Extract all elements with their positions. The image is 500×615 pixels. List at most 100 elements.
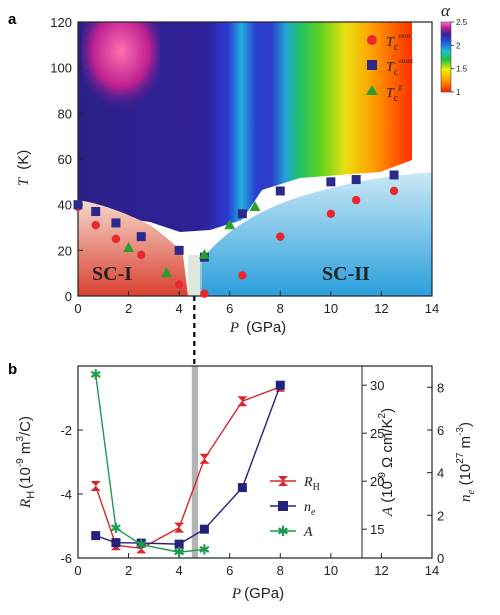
tc-zero-point bbox=[174, 280, 184, 289]
legend-label-a: A bbox=[303, 525, 313, 540]
panel-a-x-axis-title: P (GPa) bbox=[229, 319, 286, 336]
tc-onset-point bbox=[174, 245, 184, 255]
panel-a-plot-area bbox=[78, 22, 432, 296]
panel-b-right-y-axis-title: ne (1027 m-3) bbox=[455, 422, 477, 502]
legend-label-tc-chi: Tcχ bbox=[386, 82, 402, 104]
tc-onset-point bbox=[73, 200, 83, 210]
tc-chi-point bbox=[123, 242, 135, 253]
tc-zero-point bbox=[200, 289, 209, 298]
panel-b-x-ticks: 0 2 4 6 8 10 12 14 bbox=[74, 553, 439, 578]
tc-onset-point bbox=[351, 175, 361, 185]
panel-b-mid-y-ticks: 15 20 25 30 bbox=[362, 378, 384, 537]
tc-onset-point bbox=[237, 209, 247, 219]
a-y-tick-label: 0 bbox=[65, 289, 72, 304]
panel-b-right-y-ticks: 0 2 4 6 8 bbox=[427, 380, 444, 566]
b-x-tick-label: 4 bbox=[176, 563, 183, 578]
sc1-region bbox=[78, 200, 188, 296]
b-mid-y-tick-label: 25 bbox=[370, 426, 384, 441]
tc-zero-point bbox=[276, 232, 285, 241]
alpha-colormap bbox=[78, 22, 412, 232]
a-y-tick-label: 120 bbox=[50, 15, 72, 30]
b-right-y-tick-label: 0 bbox=[437, 551, 444, 566]
ne-point bbox=[237, 483, 247, 493]
a-coefficient-point: ✱ bbox=[173, 544, 185, 560]
b-right-y-tick-label: 6 bbox=[437, 423, 444, 438]
colorbar-tick-label: 2 bbox=[456, 41, 461, 50]
a-x-tick-label: 4 bbox=[176, 301, 183, 316]
tc-zero-point bbox=[389, 186, 399, 196]
b-mid-y-tick-label: 20 bbox=[370, 474, 384, 489]
panel-a-y-axis-title: T (K) bbox=[15, 150, 32, 187]
legend-marker-a: ✱ bbox=[277, 523, 289, 539]
panel-a-x-ticks: 0 2 4 6 8 10 12 14 bbox=[74, 291, 439, 316]
alpha-colormap-pink-region bbox=[82, 22, 160, 120]
legend-marker-rh bbox=[278, 476, 288, 486]
region-label-sc2: SC-II bbox=[322, 263, 370, 285]
a-x-tick-label: 14 bbox=[425, 301, 439, 316]
tc-chi-point bbox=[161, 267, 172, 278]
tc-zero-point bbox=[326, 209, 336, 218]
legend-label-rh: RH bbox=[303, 475, 320, 493]
colorbar bbox=[440, 21, 452, 93]
legend-marker-tc-zero bbox=[367, 35, 377, 45]
series-line-rh bbox=[95, 386, 281, 550]
series-line-ne bbox=[95, 384, 281, 545]
panel-a-y-var: T bbox=[16, 176, 32, 186]
rh-point bbox=[90, 481, 101, 491]
panel-a-y-ticks: 0 20 40 60 80 100 120 bbox=[50, 15, 83, 304]
a-y-tick-label: 80 bbox=[58, 106, 72, 121]
tc-zero-point bbox=[137, 250, 146, 260]
tc-onset-point bbox=[389, 170, 399, 180]
panel-b-frame bbox=[77, 365, 433, 559]
a-x-tick-label: 0 bbox=[74, 301, 81, 316]
a-x-tick-label: 10 bbox=[324, 301, 338, 316]
b-x-tick-label: 14 bbox=[425, 563, 439, 578]
panel-b-x-axis-title: P (GPa) bbox=[231, 585, 284, 602]
ne-point bbox=[136, 538, 146, 548]
a-x-tick-label: 6 bbox=[226, 301, 233, 316]
panel-a-legend: Tczero Tconset Tcχ bbox=[366, 32, 413, 104]
legend-marker-tc-chi bbox=[366, 85, 378, 95]
colorbar-tick-label: 1 bbox=[456, 88, 461, 97]
transition-band bbox=[191, 366, 199, 558]
b-x-tick-label: 10 bbox=[324, 563, 338, 578]
ne-point bbox=[275, 380, 285, 390]
panel-a-y-unit: (K) bbox=[15, 150, 32, 170]
b-x-tick-label: 0 bbox=[74, 563, 81, 578]
b-left-y-tick-label: -6 bbox=[60, 551, 72, 566]
b-right-y-tick-label: 2 bbox=[437, 508, 444, 523]
tc-onset-point bbox=[136, 232, 146, 242]
b-mid-y-tick-label: 30 bbox=[370, 378, 384, 393]
panel-a-x-var: P bbox=[229, 320, 239, 336]
a-x-tick-label: 2 bbox=[125, 301, 132, 316]
tc-onset-point bbox=[326, 177, 336, 187]
b-x-tick-label: 2 bbox=[125, 563, 132, 578]
b-right-y-tick-label: 4 bbox=[437, 466, 444, 481]
a-y-tick-label: 40 bbox=[58, 198, 72, 213]
legend-marker-tc-onset bbox=[367, 60, 377, 70]
tc-zero-point bbox=[91, 221, 100, 230]
panel-b-legend: RH ne ✱ A bbox=[270, 475, 320, 540]
colorbar-label: α bbox=[441, 1, 451, 20]
a-x-tick-label: 12 bbox=[374, 301, 388, 316]
tc-chi-point bbox=[224, 219, 236, 230]
colorbar-tick-label: 1.5 bbox=[456, 65, 468, 74]
tc-zero-point bbox=[238, 271, 247, 280]
ne-point bbox=[174, 539, 184, 549]
b-left-y-tick-label: -2 bbox=[60, 423, 72, 438]
b-left-y-tick-label: -4 bbox=[60, 487, 72, 502]
panel-a-markers bbox=[73, 170, 399, 298]
phase-gap-band bbox=[188, 255, 202, 296]
a-coefficient-point: ✱ bbox=[90, 367, 102, 383]
tc-onset-point bbox=[275, 186, 285, 196]
ne-point bbox=[111, 538, 121, 548]
panel-a-x-unit: (GPa) bbox=[246, 319, 286, 336]
tc-onset-point bbox=[91, 207, 101, 217]
panel-b-left-y-ticks: -6 -4 -2 bbox=[60, 423, 83, 566]
a-x-tick-label: 8 bbox=[277, 301, 284, 316]
tc-zero-point bbox=[111, 234, 121, 244]
b-right-y-tick-label: 8 bbox=[437, 380, 444, 395]
colorbar-tick-label: 2.5 bbox=[456, 18, 468, 27]
